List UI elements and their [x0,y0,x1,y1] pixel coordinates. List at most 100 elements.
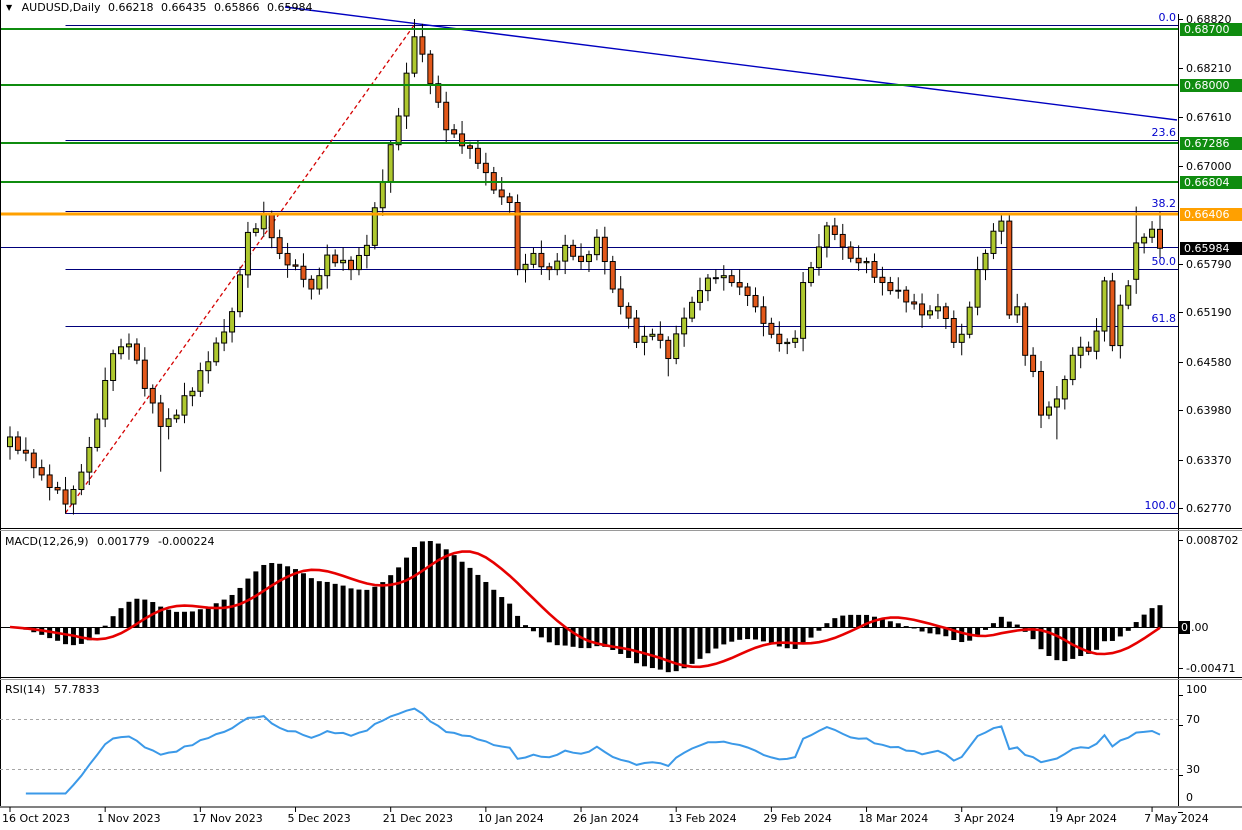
macd-histogram-bar [166,609,172,627]
candle-bear [506,196,513,204]
macd-histogram-bar [903,626,909,628]
candle-bull [340,259,347,264]
candle-bull [221,331,228,344]
candle-bear [451,129,458,135]
macd-histogram-bar [1109,627,1115,641]
macd-histogram-bar [649,627,655,669]
candle-bear [276,237,283,254]
date-label: 18 Mar 2024 [858,812,929,825]
candle-bear [14,436,21,451]
macd-histogram-bar [760,627,766,642]
descending-trendline [284,6,1178,121]
macd-histogram-bar [229,594,235,627]
candle-bull [704,277,711,292]
candle-bear [855,257,862,264]
macd-signal-value: -0.000224 [158,535,215,548]
macd-histogram-bar [1149,608,1155,627]
macd-histogram-bar [768,627,774,644]
level-price-badge: 0.66406 [1180,208,1242,221]
macd-histogram-bar [197,609,203,627]
candle-bull [165,418,172,427]
macd-histogram-bar [665,627,671,673]
candle-bull [387,144,394,183]
macd-histogram-bar [689,627,695,664]
macd-histogram-bar [253,571,259,627]
ohlc-open: 0.66218 [108,1,154,14]
rsi-name: RSI(14) [5,683,46,696]
rsi-value: 57.7833 [53,683,100,696]
candle-bear [443,101,450,131]
candle-bull [689,301,696,319]
macd-histogram-bar [308,578,314,627]
macd-histogram-bar [316,581,322,627]
macd-histogram-bar [293,569,299,627]
fib-level-label: 38.2 [1151,196,1177,210]
macd-histogram-bar [808,627,814,638]
candle-bear [268,214,275,239]
date-label: 17 Nov 2023 [192,812,263,825]
date-label: 1 Nov 2023 [97,812,161,825]
candle-bear [1038,370,1045,416]
macd-histogram-bar [776,627,782,647]
candle-bull [1077,346,1084,356]
candle-bear [538,252,545,268]
candle-bear [149,387,156,404]
macd-histogram-bar [610,627,616,650]
fib-baseline [64,24,416,514]
rsi-axis-label: 70 [1186,712,1200,726]
candle-bear [514,202,521,271]
macd-histogram-bar [681,627,687,669]
candle-bear [1109,280,1116,347]
macd-histogram-bar [380,582,386,627]
candle-bull [696,290,703,303]
candle-bull [681,317,688,335]
candle-bull [998,220,1005,232]
candle-bear [498,189,505,198]
date-label: 10 Jan 2024 [477,812,544,825]
candle-bear [942,306,949,320]
macd-histogram-bar [1006,621,1012,627]
candle-bull [7,436,13,448]
macd-histogram-bar [626,627,632,658]
candle-bull [1061,379,1068,400]
macd-histogram-bar [538,627,544,638]
macd-histogram-bar [1101,627,1107,642]
candle-bull [593,236,600,256]
macd-histogram-bar [404,557,410,627]
macd-histogram-bar [713,627,719,649]
macd-histogram-bar [673,627,679,672]
candle-bull [958,333,965,343]
macd-histogram-bar [959,627,965,643]
candle-bull [252,228,259,233]
candle-bear [919,303,926,316]
price-tick-label: 0.63980 [1186,404,1232,417]
macd-histogram-bar [94,627,100,635]
macd-histogram-bar [1157,605,1163,627]
macd-histogram-bar [546,627,552,643]
macd-histogram-bar [285,566,291,627]
macd-histogram-bar [451,555,457,627]
macd-histogram-bar [530,627,536,632]
macd-indicator-label: MACD(12,26,9) 0.001779 -0.000224 [5,535,220,548]
macd-histogram-bar [990,623,996,627]
candle-bull [403,72,410,117]
macd-histogram-bar [911,627,917,629]
macd-histogram-bar [499,597,505,627]
symbol-dropdown-icon[interactable]: ▼ [6,3,13,12]
macd-histogram-bar [737,627,743,640]
candle-bull [1101,280,1108,332]
candle-bear [300,265,307,280]
date-label: 3 Apr 2024 [953,812,1015,825]
macd-histogram-bar [753,627,759,640]
candle-bear [760,306,767,324]
ohlc-close: 0.65984 [267,1,313,14]
candle-bear [546,266,553,271]
candle-bull [823,225,830,248]
macd-histogram-bar [435,543,441,627]
date-label: 26 Jan 2024 [573,812,639,825]
macd-histogram-bar [618,627,624,654]
macd-histogram-bar [634,627,640,664]
candle-bear [133,343,140,361]
date-label: 21 Dec 2023 [382,812,453,825]
